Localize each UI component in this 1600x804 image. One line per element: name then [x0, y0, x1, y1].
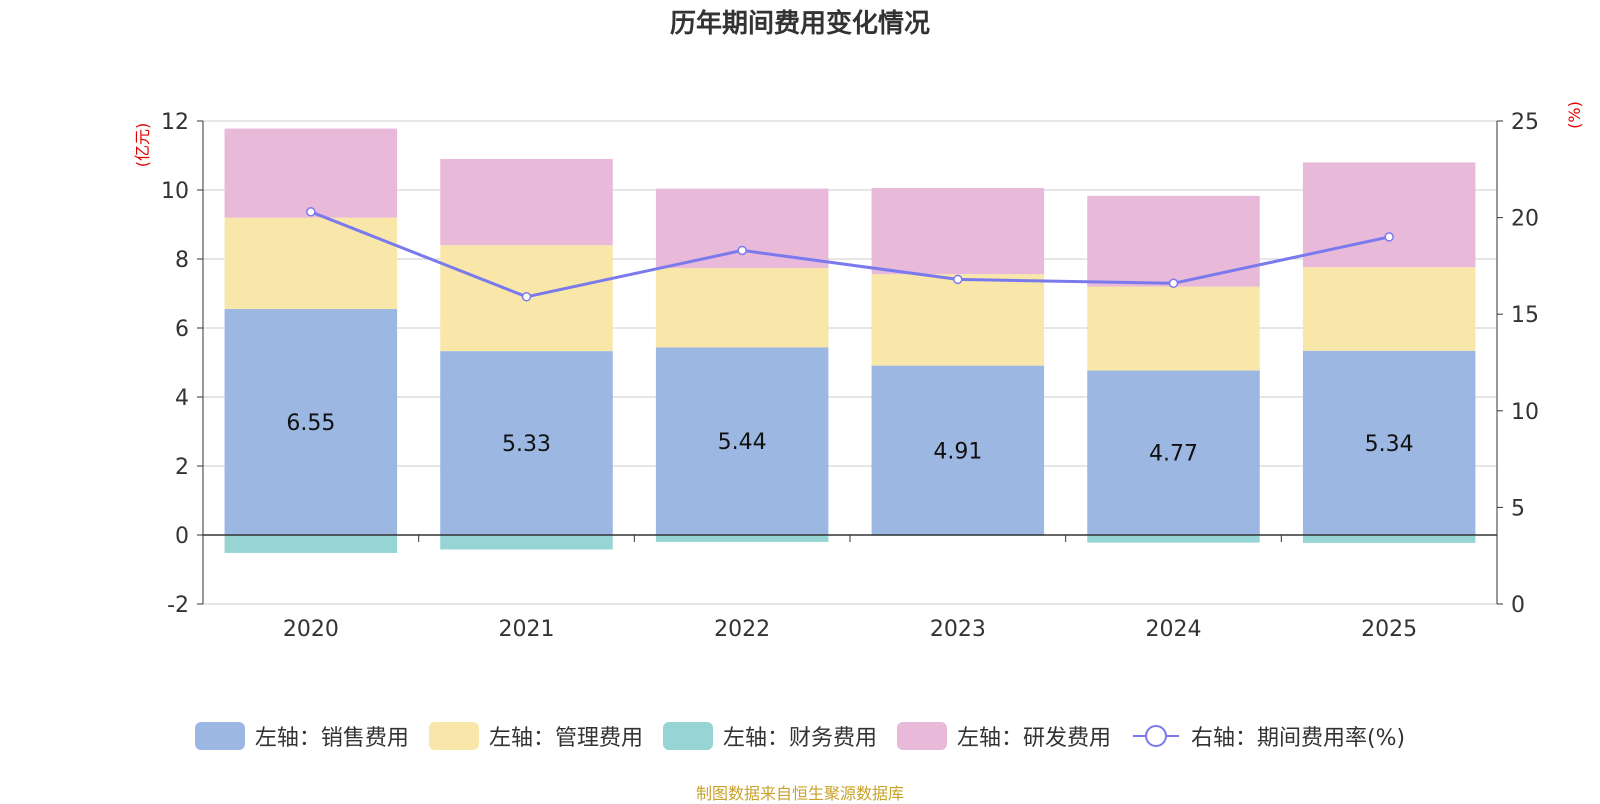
bar-segment	[1302, 535, 1476, 543]
legend-item[interactable]: 左轴：管理费用	[428, 720, 643, 752]
bar-segment	[440, 351, 613, 535]
right-axis-tick-label: 25	[1511, 110, 1539, 135]
left-axis-tick-label: 6	[175, 317, 189, 342]
bar-value-label: 5.34	[1365, 432, 1414, 457]
rate-line-series	[306, 207, 1394, 302]
right-axis-tick-label: 15	[1511, 303, 1539, 328]
legend-label: 左轴：财务费用	[722, 726, 877, 751]
x-axis-tick-label: 2021	[499, 617, 555, 642]
bar-value-label: 5.33	[502, 432, 551, 457]
rate-point	[521, 292, 532, 302]
legend-item[interactable]: 左轴：销售费用	[194, 720, 409, 752]
legend-label: 左轴：销售费用	[254, 726, 409, 751]
right-axis-tick-label: 5	[1511, 496, 1525, 521]
bar-segment	[1302, 267, 1476, 351]
bar-segment	[1087, 195, 1260, 287]
legend-marker	[1144, 725, 1167, 747]
legend-line-swatch	[1132, 725, 1179, 747]
right-axis-label: (%)	[1565, 101, 1584, 129]
rate-point	[306, 207, 316, 217]
bars	[224, 128, 1476, 553]
legend-label: 右轴：期间费用率(%)	[1190, 726, 1406, 751]
bar-segment	[1302, 350, 1476, 535]
data-labels: 6.55 5.33 5.44 4.91 4.77 5.34	[286, 411, 1413, 467]
bar-value-label: 6.55	[286, 411, 335, 436]
bar-segment	[1087, 535, 1260, 543]
rate-point	[1168, 278, 1179, 289]
bar-segment	[1087, 286, 1260, 371]
grid-lines	[203, 120, 1497, 605]
bar-segment	[440, 535, 613, 550]
rate-line	[310, 210, 1390, 299]
legend-label: 左轴：研发费用	[956, 726, 1111, 751]
legend-item[interactable]: 左轴：研发费用	[896, 720, 1111, 752]
legend-swatch	[896, 722, 947, 750]
bar-segment	[440, 158, 613, 246]
bar-segment	[871, 187, 1045, 275]
source-note: 制图数据来自恒生聚源数据库	[695, 784, 904, 803]
x-axis-tick-label: 2022	[714, 617, 770, 642]
left-axis-label: (亿元)	[133, 123, 152, 168]
bar-segment	[224, 128, 398, 218]
left-axis-tick-label: 4	[175, 386, 189, 411]
right-axis-tick-label: 10	[1511, 400, 1539, 425]
rate-point	[737, 245, 747, 256]
bar-segment	[655, 267, 829, 348]
bar-segment	[655, 535, 829, 542]
bar-segment	[224, 535, 398, 553]
left-axis-tick-label: 12	[161, 110, 189, 135]
x-axis-tick-label: 2024	[1146, 617, 1202, 642]
bar-value-label: 5.44	[718, 430, 767, 455]
left-axis-tick-label: 10	[161, 179, 189, 204]
bar-segment	[655, 188, 829, 268]
x-axis-tick-label: 2023	[930, 617, 986, 642]
bar-segment	[871, 365, 1045, 535]
right-axis-tick-label: 0	[1511, 593, 1525, 618]
legend-label: 左轴：管理费用	[488, 726, 643, 751]
bar-value-label: 4.91	[933, 439, 982, 464]
legend-item[interactable]: 右轴：期间费用率(%)	[1131, 720, 1405, 752]
bar-segment	[224, 217, 398, 310]
bar-value-label: 4.77	[1149, 442, 1198, 467]
bar-segment	[224, 309, 398, 535]
bar-segment	[1087, 370, 1260, 535]
chart: 历年期间费用变化情况 (亿元) (%) -2024681012051015202…	[133, 8, 1584, 642]
right-axis-tick-label: 20	[1511, 207, 1539, 232]
bar-segment	[1302, 162, 1476, 268]
left-axis-tick-label: 8	[175, 248, 189, 273]
chart-title: 历年期间费用变化情况	[670, 8, 930, 39]
bar-segment	[871, 274, 1045, 366]
legend-swatch	[194, 722, 245, 750]
bar-segment	[655, 347, 829, 535]
legend-swatch	[428, 722, 479, 750]
legend-swatch	[662, 722, 713, 750]
left-axis-tick-label: -2	[167, 593, 189, 618]
legend-item[interactable]: 左轴：财务费用	[662, 720, 877, 752]
x-axis-tick-label: 2025	[1361, 617, 1417, 642]
rate-point	[953, 274, 963, 285]
rate-point	[1384, 232, 1394, 242]
left-axis-tick-label: 0	[175, 524, 189, 549]
left-axis-tick-label: 2	[175, 455, 189, 480]
legend: 左轴：销售费用 左轴：管理费用 左轴：财务费用 左轴：研发费用 右轴：期间费用率(%)	[0, 718, 1600, 754]
x-axis-tick-label: 2020	[283, 617, 339, 642]
